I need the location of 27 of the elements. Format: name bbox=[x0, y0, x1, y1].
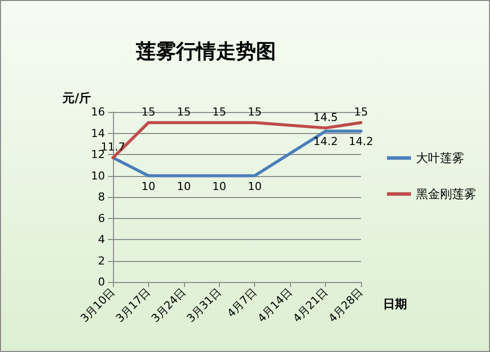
y-tick-label: 16 bbox=[91, 106, 105, 118]
chart-title: 莲雾行情走势图 bbox=[135, 39, 276, 63]
data-label: 14.5 bbox=[313, 110, 338, 124]
y-tick-label: 4 bbox=[98, 233, 105, 246]
y-tick-label: 0 bbox=[98, 276, 105, 288]
y-tick-label: 6 bbox=[98, 212, 105, 225]
y-tick-label: 8 bbox=[98, 190, 105, 204]
data-label: 15 bbox=[141, 106, 156, 119]
data-label: 15 bbox=[354, 106, 368, 119]
x-tick-label: 3月31日 bbox=[184, 285, 224, 325]
y-tick-label: 10 bbox=[91, 169, 105, 182]
data-label: 14.2 bbox=[313, 135, 338, 148]
legend-label: 黑金刚莲雾 bbox=[416, 187, 476, 201]
data-label: 10 bbox=[212, 180, 226, 193]
data-label: 10 bbox=[248, 180, 262, 193]
y-tick-label: 14 bbox=[91, 126, 105, 140]
data-label: 15 bbox=[248, 106, 262, 119]
legend-label: 大叶莲雾 bbox=[416, 151, 464, 165]
x-axis-title: 日期 bbox=[383, 297, 407, 311]
data-label: 15 bbox=[212, 106, 226, 119]
data-label: 14.2 bbox=[348, 135, 374, 148]
y-tick-label: 12 bbox=[91, 148, 105, 161]
y-axis-title: 元/斤 bbox=[62, 91, 91, 105]
data-label: 10 bbox=[141, 180, 156, 193]
y-tick-label: 2 bbox=[98, 254, 105, 268]
data-label: 10 bbox=[176, 180, 191, 193]
data-label: 15 bbox=[176, 106, 191, 119]
